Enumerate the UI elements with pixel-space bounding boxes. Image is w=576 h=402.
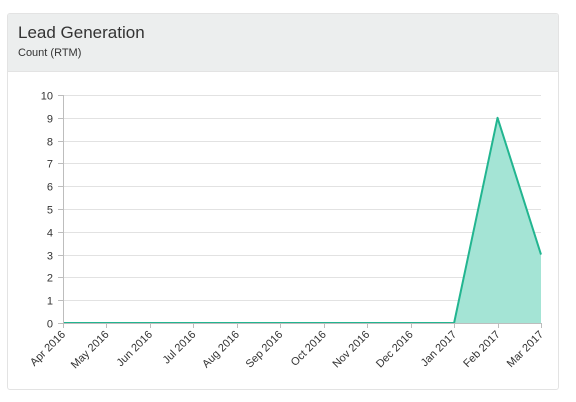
- panel-subtitle: Count (RTM): [18, 47, 82, 59]
- panel-header: Lead Generation Count (RTM): [8, 14, 558, 72]
- x-tick-label: Mar 2017: [505, 329, 546, 370]
- x-tick-label: Aug 2016: [200, 329, 242, 371]
- series-area: [63, 116, 542, 324]
- x-tick-label: May 2016: [69, 329, 112, 372]
- y-tick-labels: 0 1 2 3 4 5 6 7 8 9 10: [41, 91, 53, 331]
- x-tick-label: Sep 2016: [244, 329, 286, 371]
- y-tick-label: 5: [47, 205, 53, 217]
- y-tick-label: 2: [47, 273, 53, 285]
- y-tick-label: 3: [47, 251, 53, 263]
- x-tick-label: Oct 2016: [289, 329, 329, 369]
- lead-generation-panel: Lead Generation Count (RTM): [7, 13, 559, 390]
- x-tick-label: Jul 2016: [161, 329, 199, 367]
- y-tick-label: 10: [41, 91, 53, 103]
- x-tick-label: Feb 2017: [461, 329, 502, 370]
- y-tick-label: 7: [47, 159, 53, 171]
- x-tick-label: Dec 2016: [374, 329, 416, 371]
- axes: [58, 95, 542, 328]
- panel-title: Lead Generation: [18, 23, 145, 42]
- y-tick-label: 6: [47, 182, 53, 194]
- grid-lines: [63, 95, 541, 301]
- x-tick-label: Apr 2016: [28, 329, 68, 369]
- y-tick-label: 0: [47, 319, 53, 331]
- y-tick-label: 9: [47, 114, 53, 126]
- y-tick-label: 4: [47, 228, 53, 240]
- series-area-fill: [63, 117, 541, 323]
- x-tick-labels: Apr 2016 May 2016 Jun 2016 Jul 2016 Aug 2016…: [28, 329, 546, 372]
- x-tick-label: Jan 2017: [419, 329, 459, 369]
- y-tick-label: 1: [47, 296, 53, 308]
- y-tick-label: 8: [47, 137, 53, 149]
- x-tick-label: Jun 2016: [115, 329, 155, 369]
- x-tick-label: Nov 2016: [331, 329, 373, 371]
